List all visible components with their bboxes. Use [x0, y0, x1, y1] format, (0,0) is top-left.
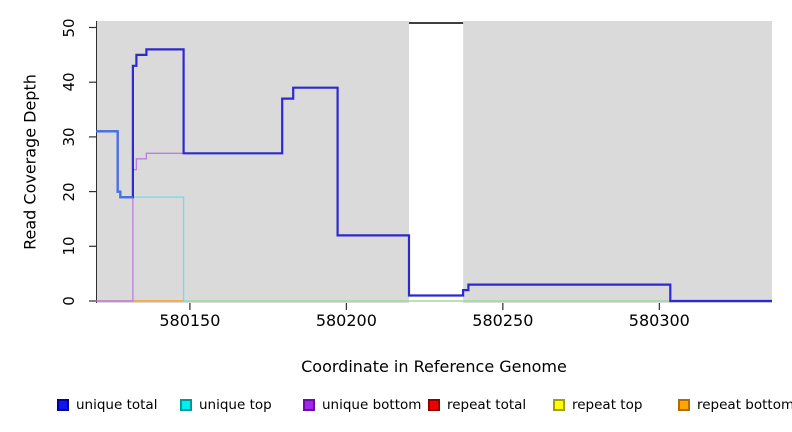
- legend-swatch-repeat-top: [553, 399, 565, 411]
- y-axis-title: Read Coverage Depth: [20, 74, 40, 250]
- legend-item-repeat-bottom: repeat bottom: [678, 397, 792, 413]
- masked-region: [408, 21, 464, 303]
- legend-swatch-unique-bottom: [303, 399, 315, 411]
- y-tick-label: 20: [60, 182, 78, 202]
- x-axis-title: Coordinate in Reference Genome: [301, 357, 567, 376]
- legend-label: unique top: [199, 397, 272, 413]
- legend-swatch-unique-total: [57, 399, 69, 411]
- y-tick-label: 50: [60, 17, 78, 38]
- legend-item-repeat-total: repeat total: [428, 397, 526, 413]
- legend-item-repeat-top: repeat top: [553, 397, 642, 413]
- x-tick-label: 580250: [472, 311, 534, 330]
- x-tick-label: 580150: [159, 311, 221, 330]
- y-tick-label: 40: [60, 72, 78, 92]
- x-tick-label: 580200: [315, 311, 377, 330]
- legend-label: repeat top: [572, 397, 643, 413]
- legend-swatch-repeat-bottom: [678, 399, 690, 411]
- legend-label: unique total: [76, 397, 158, 413]
- legend-label: repeat total: [447, 397, 527, 413]
- y-tick-label: 10: [60, 236, 78, 256]
- legend-item-unique-total: unique total: [57, 397, 157, 413]
- legend-label: unique bottom: [322, 397, 422, 413]
- y-tick-label: 0: [60, 296, 78, 306]
- x-tick-label: 580300: [628, 311, 690, 330]
- legend-item-unique-top: unique top: [180, 397, 272, 413]
- legend-item-unique-bottom: unique bottom: [303, 397, 421, 413]
- legend-label: repeat bottom: [697, 397, 792, 413]
- y-tick-label: 30: [60, 127, 78, 147]
- legend-swatch-unique-top: [180, 399, 192, 411]
- legend-swatch-repeat-total: [428, 399, 440, 411]
- series-line-unique-total-overlap-tint: [96, 130, 133, 199]
